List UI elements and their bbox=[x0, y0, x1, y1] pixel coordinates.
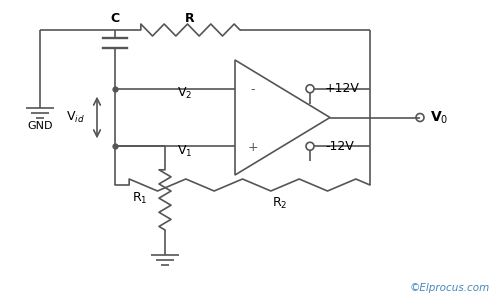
Text: R$_2$: R$_2$ bbox=[272, 196, 288, 211]
Text: V$_2$: V$_2$ bbox=[177, 86, 193, 101]
Text: V$_{id}$: V$_{id}$ bbox=[66, 110, 84, 125]
Text: +: + bbox=[248, 141, 258, 154]
Text: GND: GND bbox=[27, 121, 53, 131]
Text: C: C bbox=[110, 11, 120, 25]
Text: ©Elprocus.com: ©Elprocus.com bbox=[410, 283, 490, 293]
Text: V$_0$: V$_0$ bbox=[430, 109, 448, 126]
Text: R: R bbox=[185, 11, 195, 25]
Text: R$_1$: R$_1$ bbox=[132, 190, 148, 206]
Text: -: - bbox=[251, 83, 255, 96]
Text: -12V: -12V bbox=[325, 140, 354, 153]
Text: V$_1$: V$_1$ bbox=[177, 144, 193, 159]
Text: +12V: +12V bbox=[325, 82, 360, 95]
